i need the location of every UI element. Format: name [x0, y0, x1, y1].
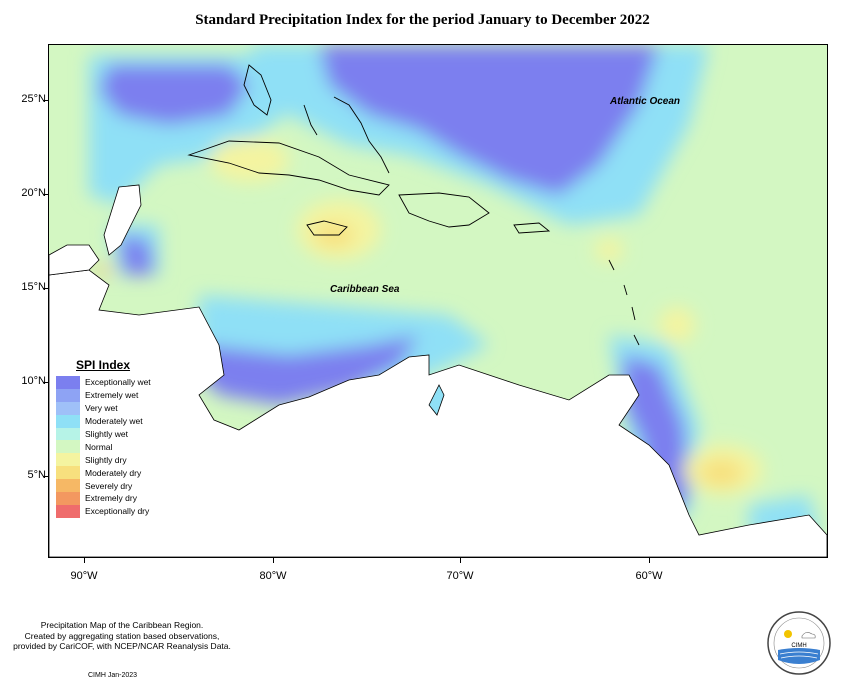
- legend-swatch: [56, 466, 80, 480]
- map-title: Standard Precipitation Index for the per…: [195, 12, 650, 28]
- legend-swatch: [56, 376, 80, 389]
- lon-tick-mark: [273, 557, 274, 563]
- spi-field: [89, 45, 819, 535]
- lat-tick-label: 5°N: [27, 469, 46, 481]
- legend-label: Slightly wet: [85, 429, 128, 439]
- credit-text: CIMH Jan-2023: [88, 672, 138, 679]
- legend-item: Extremely wet: [56, 388, 174, 402]
- lat-tick-label: 15°N: [21, 281, 46, 293]
- lat-tick-mark: [43, 476, 48, 477]
- legend-label: Exceptionally dry: [85, 506, 150, 517]
- legend-swatch: [56, 504, 80, 518]
- legend-swatch: [56, 414, 80, 428]
- legend-item: Moderately wet: [56, 414, 174, 428]
- lat-tick-mark: [43, 194, 48, 195]
- legend-item: Exceptionally wet: [56, 376, 174, 389]
- legend-swatch: [56, 427, 80, 441]
- footnote-line: provided by CariCOF, with NCEP/NCAR Rean…: [13, 641, 231, 651]
- legend-item: Slightly wet: [56, 427, 174, 441]
- legend-swatch: [56, 453, 80, 467]
- legend-item: Extremely dry: [56, 492, 174, 505]
- lat-tick-mark: [43, 382, 48, 383]
- legend-label: Very wet: [85, 403, 118, 414]
- legend-item: Normal: [56, 440, 174, 454]
- legend-label: Severely dry: [85, 480, 133, 491]
- footnote-line: Precipitation Map of the Caribbean Regio…: [40, 620, 204, 630]
- footnote-line: Created by aggregating station based obs…: [24, 630, 220, 641]
- lon-tick-label: 90°W: [70, 570, 98, 582]
- legend-label: Extremely dry: [85, 493, 137, 504]
- legend-item: Slightly dry: [56, 453, 174, 467]
- lon-tick-label: 80°W: [259, 570, 287, 582]
- legend-item: Exceptionally dry: [56, 504, 174, 518]
- lat-tick-label: 10°N: [21, 375, 46, 387]
- legend-label: Normal: [85, 441, 113, 452]
- lon-tick-mark: [84, 557, 85, 563]
- logo-text: CIMH: [791, 643, 806, 649]
- lat-tick-mark: [43, 288, 48, 289]
- legend-swatch: [56, 388, 80, 402]
- lon-tick-mark: [649, 557, 650, 563]
- legend-item: Moderately dry: [56, 466, 174, 480]
- caribbean-sea-label: Caribbean Sea: [330, 284, 400, 295]
- spi-legend: SPI Index Exceptionally wet Extremely wet…: [56, 358, 174, 518]
- map-footnote: Precipitation Map of the Caribbean Regio…: [6, 620, 238, 652]
- lat-tick-mark: [43, 100, 48, 101]
- legend-swatch: [56, 492, 80, 505]
- land-outlines: [49, 184, 827, 557]
- atlantic-ocean-label: Atlantic Ocean: [610, 96, 681, 107]
- legend-swatch: [56, 479, 80, 493]
- lon-tick-mark: [460, 557, 461, 563]
- legend-title: SPI Index: [76, 358, 131, 372]
- lon-tick-label: 60°W: [635, 570, 663, 582]
- spi-map: [48, 44, 828, 558]
- island-outlines: [187, 64, 640, 346]
- legend-label: Exceptionally wet: [85, 377, 151, 388]
- legend-label: Extremely wet: [85, 390, 139, 401]
- legend-swatch: [56, 440, 80, 454]
- legend-label: Moderately dry: [85, 467, 142, 478]
- cimh-logo: CIMH: [766, 610, 832, 676]
- legend-label: Moderately wet: [85, 416, 143, 427]
- lon-tick-label: 70°W: [446, 570, 474, 582]
- legend-swatch: [56, 401, 80, 415]
- legend-label: Slightly dry: [85, 454, 127, 465]
- lat-tick-label: 20°N: [21, 187, 46, 199]
- lat-tick-label: 25°N: [21, 93, 46, 105]
- legend-item: Severely dry: [56, 479, 174, 493]
- legend-item: Very wet: [56, 401, 174, 415]
